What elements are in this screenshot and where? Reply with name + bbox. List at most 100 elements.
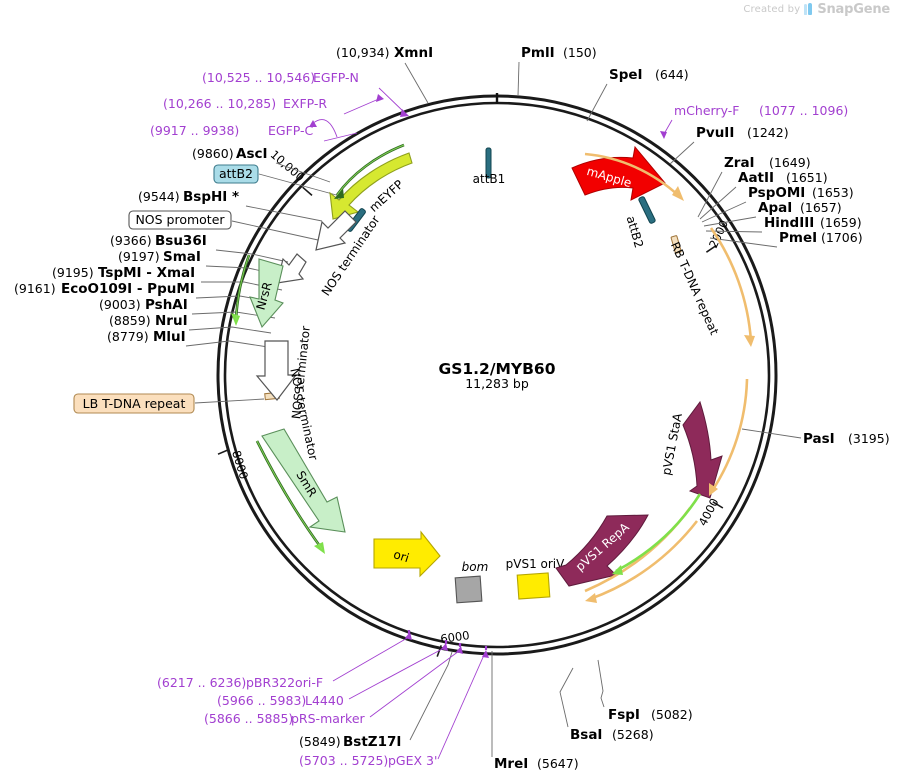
enzyme-zraI[interactable]: ZraI (1649)	[697, 155, 811, 218]
enzyme-pasI[interactable]: PasI (3195)	[741, 428, 890, 447]
feature-nos-terminator-2[interactable]	[276, 253, 307, 284]
enzyme-position: (9544)	[138, 189, 180, 204]
primer-range: (6217 .. 6236)	[157, 675, 246, 690]
enzyme-name: EcoO109I - PpuMI	[61, 281, 195, 297]
plasmid-size: 11,283 bp	[465, 376, 529, 391]
enzyme-position: (1649)	[769, 155, 811, 170]
enzyme-name: FspI	[608, 707, 640, 723]
feature-pvs1-staa[interactable]: pVS1 StaA	[659, 400, 723, 499]
enzyme-xmnI[interactable]: (10,934) XmnI	[336, 45, 433, 104]
plasmid-title-group: GS1.2/MYB60 11,283 bp	[438, 360, 555, 391]
enzyme-apaI[interactable]: ApaI (1657)	[703, 200, 842, 227]
enzyme-pmeI[interactable]: PmeI (1706)	[709, 230, 863, 248]
orange-direction-arcs	[584, 152, 755, 603]
enzyme-bsu36I[interactable]: (9366) Bsu36I	[110, 233, 289, 263]
enzyme-position: (1651)	[786, 170, 828, 185]
primer-range: (10,525 .. 10,546)	[202, 70, 315, 85]
primer-egfp-c[interactable]: (9917 .. 9938) EGFP-C	[150, 119, 358, 142]
enzyme-bspHI[interactable]: (9544) BspHI *	[138, 189, 323, 222]
boxed-feature-lb-tdna-repeat[interactable]: LB T-DNA repeat	[73, 391, 280, 414]
primer-label: EGFP-N	[313, 70, 359, 85]
primer-label: pGEX 3'	[388, 753, 437, 768]
feature-label: pVS1 oriV	[506, 557, 566, 571]
enzyme-position: (9197)	[118, 249, 160, 264]
enzyme-pmlI[interactable]: PmlI (150)	[495, 45, 597, 104]
enzyme-fspI[interactable]: FspI (5082)	[597, 659, 693, 723]
enzyme-name: PshAI	[145, 297, 188, 313]
primer-exfp-r[interactable]: (10,266 .. 10,285) EXFP-R	[163, 94, 384, 115]
feature-nrsr[interactable]: NrsR	[231, 254, 284, 329]
enzyme-name: SmaI	[163, 249, 201, 265]
enzyme-name: PvuII	[696, 125, 734, 141]
enzyme-pspOMI[interactable]: PspOMI (1653)	[701, 185, 854, 223]
watermark-brand: SnapGene	[817, 2, 890, 17]
enzyme-name: BspHI *	[183, 189, 239, 205]
primer-mcherry-f[interactable]: mCherry-F (1077 .. 1096)	[660, 103, 848, 139]
boxed-feature-attb2-left[interactable]: attB2	[213, 164, 341, 197]
feature-attb2-tick-right[interactable]: attB2	[624, 196, 656, 250]
primer-pgex-3[interactable]: (5703 .. 5725) pGEX 3'	[299, 650, 489, 768]
enzyme-position: (9195)	[52, 265, 94, 280]
enzyme-name: AatII	[738, 170, 774, 186]
boxed-feature-label: LB T-DNA repeat	[83, 396, 186, 411]
feature-label: bom	[462, 560, 489, 574]
feature-ori[interactable]: ori	[373, 530, 441, 578]
enzyme-nruI[interactable]: (8859) NruI	[109, 313, 272, 334]
enzyme-mreI[interactable]: MreI (5647)	[491, 651, 579, 772]
primer-label: EGFP-C	[268, 123, 314, 138]
primer-pbr322ori-f[interactable]: (6217 .. 6236) pBR322ori-F	[157, 632, 412, 690]
enzyme-name: NruI	[155, 313, 188, 329]
tick-label: 10,000	[268, 147, 308, 184]
enzyme-speI[interactable]: SpeI (644)	[586, 67, 689, 122]
enzyme-bstz17I[interactable]: (5849) BstZ17I	[299, 651, 453, 750]
feature-nos-terminator-1[interactable]: NOS terminator	[315, 210, 383, 298]
enzyme-name: ApaI	[758, 200, 792, 216]
enzyme-name: PmeI	[779, 230, 817, 246]
enzyme-position: (5082)	[651, 707, 693, 722]
boxed-feature-label: attB2	[219, 166, 253, 181]
feature-pvs1-oriv[interactable]: pVS1 oriV	[506, 557, 566, 600]
feature-mapple[interactable]: mApple	[571, 145, 666, 201]
feature-rb-tdna-repeat[interactable]: RB T-DNA repeat	[668, 235, 722, 337]
primer-egfp-n[interactable]: (10,525 .. 10,546) EGFP-N	[202, 70, 409, 117]
enzyme-name: Bsu36I	[155, 233, 207, 249]
enzyme-pshAI[interactable]: (9003) PshAI	[99, 297, 276, 319]
enzyme-position: (8859)	[109, 313, 151, 328]
watermark-created-by: Created by	[743, 4, 801, 15]
snapgene-watermark: Created by SnapGene	[743, 2, 890, 17]
primer-label: pRS-marker	[291, 711, 366, 726]
primer-prs-marker[interactable]: (5866 .. 5885) pRS-marker	[204, 646, 463, 726]
enzyme-position: (9860)	[192, 146, 234, 161]
tick-label: 2000	[706, 218, 731, 250]
enzyme-hindIII[interactable]: HindIII (1659)	[705, 215, 862, 233]
feature-label: RB T-DNA repeat	[668, 240, 722, 338]
primer-label: EXFP-R	[283, 96, 327, 111]
enzyme-position: (8779)	[107, 329, 149, 344]
primer-l4440[interactable]: (5966 .. 5983) L4440	[217, 643, 448, 708]
enzyme-position: (5849)	[299, 734, 341, 749]
enzyme-ecoO109I-ppuMI[interactable]: (9161) EcoO109I - PpuMI	[14, 281, 280, 304]
feature-meyfp[interactable]: mEYFP	[329, 143, 413, 220]
primer-label: mCherry-F	[674, 103, 739, 118]
feature-attb1[interactable]: attB1	[473, 147, 506, 186]
enzyme-position: (644)	[655, 67, 689, 82]
enzyme-position: (1653)	[812, 185, 854, 200]
enzyme-ascI[interactable]: (9860) AscI	[192, 146, 331, 183]
enzyme-name: TspMI - XmaI	[98, 265, 195, 281]
enzyme-position: (1706)	[821, 230, 863, 245]
enzyme-mluI[interactable]: (8779) MluI	[107, 329, 269, 348]
enzyme-name: HindIII	[764, 215, 814, 231]
enzyme-smaI[interactable]: (9197) SmaI	[118, 249, 286, 277]
enzyme-tspMI-xmaI[interactable]: (9195) TspMI - XmaI	[52, 265, 283, 291]
feature-bom[interactable]: bom	[454, 560, 489, 604]
boxed-feature-nos-promoter[interactable]: NOS promoter	[128, 210, 319, 241]
enzyme-position: (3195)	[848, 431, 890, 446]
feature-pvs1-repa[interactable]: pVS1 RepA	[555, 514, 649, 587]
enzyme-pvuII[interactable]: PvuII (1242)	[669, 125, 789, 165]
enzyme-bsaI[interactable]: BsaI (5268)	[559, 667, 654, 743]
plasmid-name: GS1.2/MYB60	[438, 360, 555, 378]
enzyme-aatII[interactable]: AatII (1651)	[699, 170, 828, 220]
primer-range: (5966 .. 5983)	[217, 693, 306, 708]
